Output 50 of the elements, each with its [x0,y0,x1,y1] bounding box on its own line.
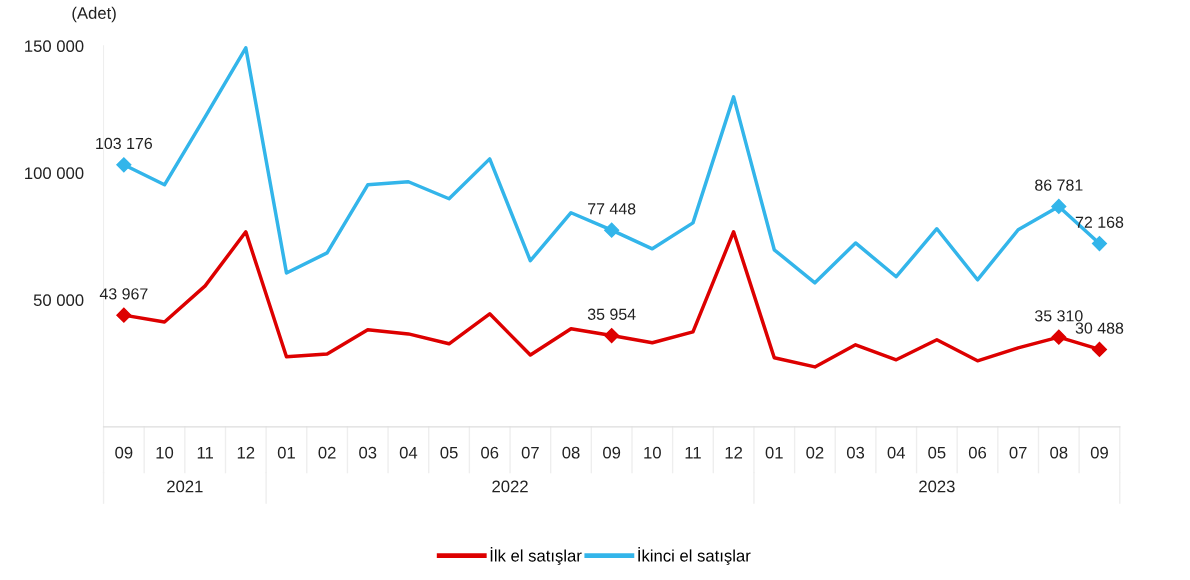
x-tick-label: 12 [725,446,743,459]
point [1051,198,1067,214]
x-tick-label: 11 [197,446,213,459]
data-label: 86 781 [1035,179,1083,191]
x-tick-label: 07 [521,446,539,459]
legend-label: İlk el satışlar [490,547,582,565]
point [1091,341,1108,357]
data-label: 72 168 [1075,216,1124,228]
x-tick-label: 03 [846,446,865,459]
x-tick-label: 05 [440,446,458,459]
point [116,307,132,323]
x-tick-label: 11 [685,446,701,459]
point [604,222,620,238]
text: 2023 [919,480,955,493]
x-tick-label: 04 [887,446,905,459]
y-tick-label: 150 000 [25,40,84,53]
x-tick-label: 02 [318,446,336,459]
x-tick-label: 08 [1050,446,1068,459]
point [604,327,620,344]
x-tick-label: 07 [1009,446,1027,459]
x-tick-label: 08 [562,446,580,459]
data-label: 35 954 [587,308,636,320]
x-tick-label: 09 [603,446,621,459]
data-label: 103 176 [96,137,153,150]
y-axis-title: (Adet) [72,6,116,23]
point [1051,329,1067,345]
x-tick-label: 06 [968,446,987,459]
data-label: 77 448 [588,203,636,215]
x-tick-label: 03 [359,446,377,459]
point [1091,235,1108,252]
x-tick-label: 06 [481,446,499,459]
x-tick-label: 10 [644,446,661,459]
data-label: 35 310 [1035,310,1083,322]
x-tick-label: 01 [765,446,783,459]
y-tick-label: 100 000 [25,167,84,180]
point [116,157,132,173]
y-tick-label: 50 000 [33,294,84,307]
x-tick-label: 01 [277,446,295,459]
text: 2022 [492,480,528,493]
x-tick-label: 10 [156,446,174,459]
text: 2021 [167,480,203,493]
x-tick-label: 05 [928,446,946,459]
x-tick-label: 04 [399,446,418,459]
x-tick-label: 12 [237,446,255,459]
x-tick-label: 09 [115,446,133,459]
data-label: 43 967 [99,288,148,300]
legend-label: İkinci el satışlar [638,547,751,565]
x-tick-label: 02 [806,446,824,459]
x-tick-label: 09 [1090,446,1108,459]
data-label: 30 488 [1075,322,1124,334]
